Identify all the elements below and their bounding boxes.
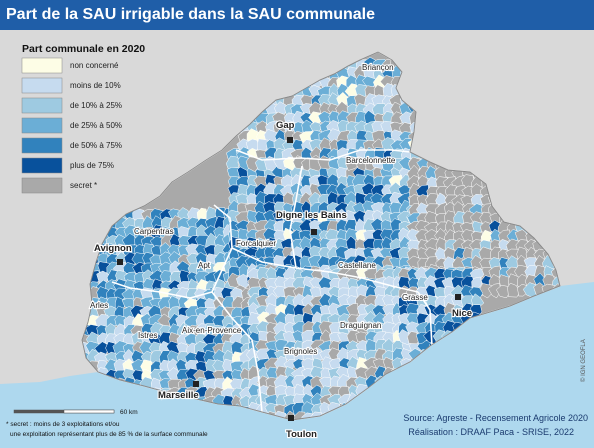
city-label: Digne les Bains <box>276 210 347 221</box>
city-label: Forcalquier <box>236 239 276 248</box>
region-map: Briançon Gap Barcelonnette Digne les Bains C… <box>0 30 594 448</box>
ign-credit: © IGN GEOFLA <box>580 339 587 382</box>
city-label: Draguignan <box>340 321 381 330</box>
source-line-2: Réalisation : DRAAF Paca - SRISE, 2022 <box>408 427 574 437</box>
city-label: Carpentras <box>134 227 174 236</box>
commune-cell <box>507 282 520 298</box>
city-label: Grasse <box>402 293 428 302</box>
legend-label: non concerné <box>70 61 119 70</box>
source-line-1: Source: Agreste - Recensement Agricole 2… <box>403 413 588 423</box>
legend-label: de 10% à 25% <box>70 101 122 110</box>
commune-cell <box>487 283 502 299</box>
footnote-line-2: une exploitation représentant plus de 85… <box>10 431 208 438</box>
map-title: Part de la SAU irrigable dans la SAU com… <box>0 0 594 30</box>
footnote-line-1: * secret : moins de 3 exploitations et/o… <box>6 421 120 428</box>
city-label: Arles <box>90 301 108 310</box>
department-boundaries <box>111 149 433 413</box>
legend-swatch <box>21 177 63 194</box>
city-label: Barcelonnette <box>346 156 396 165</box>
legend-swatch <box>21 97 63 114</box>
city-marker <box>455 294 461 300</box>
city-label: Aix-en-Provence <box>182 326 242 335</box>
legend-label: de 25% à 50% <box>70 121 122 130</box>
scale-label: 60 km <box>120 409 138 416</box>
city-marker <box>311 229 317 235</box>
legend-label: de 50% à 75% <box>70 141 122 150</box>
city-marker <box>287 137 293 143</box>
city-label: Marseille <box>158 390 199 401</box>
commune-cell <box>354 156 368 172</box>
city-marker <box>117 259 123 265</box>
city-label: Nice <box>452 308 472 319</box>
legend-swatch <box>21 117 63 134</box>
legend-swatch <box>21 137 63 154</box>
commune-cell <box>381 157 396 172</box>
legend-title: Part communale en 2020 <box>22 43 145 55</box>
city-label: Apt <box>198 261 211 270</box>
scale-bar: 60 km <box>13 409 138 416</box>
legend-label: secret * <box>70 181 97 190</box>
city-label: Brignoles <box>284 347 317 356</box>
city-label: Toulon <box>286 429 317 440</box>
legend-swatch <box>21 57 63 74</box>
legend-swatch <box>21 157 63 174</box>
city-label: Istres <box>138 331 158 340</box>
commune-cell <box>397 329 412 346</box>
city-marker <box>288 415 294 421</box>
legend: Part communale en 2020 non concerné moins… <box>21 43 145 194</box>
legend-swatch <box>21 77 63 94</box>
city-marker <box>193 381 199 387</box>
city-label: Briançon <box>362 63 394 72</box>
city-label: Castellane <box>338 261 376 270</box>
city-labels: Briançon Gap Barcelonnette Digne les Bains C… <box>89 62 473 441</box>
legend-label: plus de 75% <box>70 161 114 170</box>
commune-cell <box>371 155 385 169</box>
city-label: Gap <box>276 120 295 131</box>
region-outline <box>81 51 561 421</box>
commune-cell <box>336 156 350 169</box>
city-label: Avignon <box>94 243 132 254</box>
legend-label: moins de 10% <box>70 81 121 90</box>
